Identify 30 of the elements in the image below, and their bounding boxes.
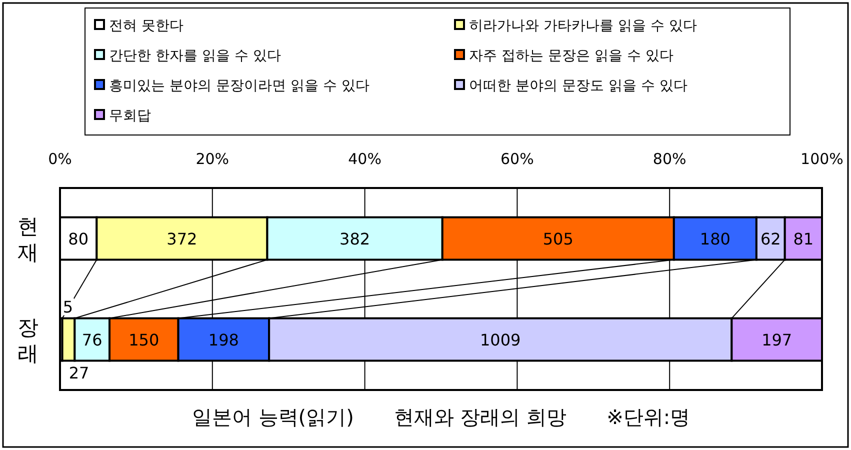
x2-tick-label: 80% [652, 150, 686, 168]
legend-label: 간단한 한자를 읽을 수 있다 [109, 48, 281, 64]
data-label: 1009 [480, 330, 521, 350]
x2-tick-label: 60% [500, 150, 534, 168]
legend-label: 히라가나와 가타카나를 읽을 수 있다 [469, 18, 697, 34]
data-label: 5 [62, 297, 74, 316]
data-label: 27 [68, 364, 90, 383]
data-label: 372 [166, 230, 198, 248]
x2-tick-label: 100% [800, 150, 844, 168]
data-label: 80 [68, 230, 89, 248]
text: 일본어 능력(읽기) 현재와 장래의 희망 ※단위:명 [192, 405, 690, 429]
data-label: 62 [760, 230, 781, 248]
legend-label: 자주 접하는 문장은 읽을 수 있다 [469, 48, 674, 64]
legend-label: 무회답 [109, 108, 151, 124]
legend-label: 어떠한 분야의 문장도 읽을 수 있다 [469, 78, 688, 94]
x2-tick-label: 40% [348, 150, 382, 168]
data-label: 382 [340, 230, 370, 248]
data-label: 81 [793, 230, 814, 248]
x2-tick-label: 0% [48, 150, 72, 168]
y-tick-label: 현재 [18, 214, 38, 264]
data-label: 198 [208, 330, 239, 350]
data-label: 180 [700, 230, 730, 248]
y-tick-label: 장래 [18, 316, 38, 366]
x2-tick-label: 20% [196, 150, 230, 168]
data-label: 76 [82, 330, 102, 350]
legend-label: 전혀 못한다 [109, 18, 184, 34]
data-label: 505 [542, 230, 574, 248]
legend-label: 흥미있는 분야의 문장이라면 읽을 수 있다 [109, 78, 370, 94]
data-label: 150 [128, 330, 160, 350]
data-label: 197 [762, 330, 792, 350]
